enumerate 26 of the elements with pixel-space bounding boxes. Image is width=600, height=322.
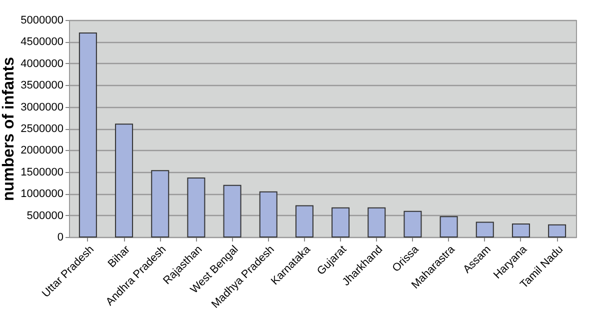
bar (548, 224, 566, 238)
y-tick-label: 1500000 (20, 166, 64, 178)
bar (440, 216, 458, 238)
bar (332, 207, 350, 238)
bar (187, 177, 206, 238)
y-tick-label: 3000000 (20, 101, 64, 114)
bar (404, 210, 422, 238)
bar (295, 205, 314, 238)
y-tick-label: 2000000 (20, 144, 64, 157)
bar (476, 222, 494, 238)
bar (368, 207, 386, 238)
y-tick-label: 1000000 (20, 188, 64, 200)
bar (78, 32, 97, 238)
y-axis-title: numbers of infants (0, 56, 18, 202)
y-tick-label: 2500000 (20, 123, 64, 135)
bar (115, 124, 134, 238)
y-tick-label: 4500000 (20, 36, 64, 48)
bar (512, 223, 530, 238)
y-tick-label: 0 (57, 232, 64, 244)
bar (223, 184, 242, 238)
y-tick-label: 500000 (26, 210, 64, 222)
y-tick-label: 4000000 (20, 58, 64, 70)
y-tick-label: 5000000 (20, 14, 64, 26)
bar (259, 191, 278, 238)
y-tick-label: 3500000 (20, 80, 64, 92)
bar (151, 170, 170, 238)
